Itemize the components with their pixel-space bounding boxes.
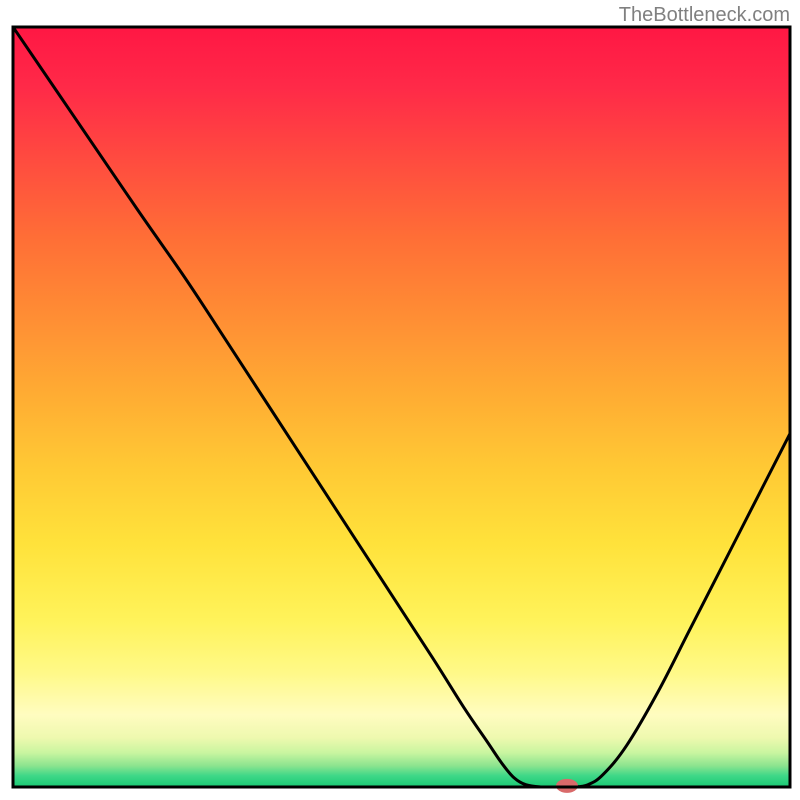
gradient-background — [13, 27, 790, 787]
chart-container: TheBottleneck.com — [0, 0, 800, 800]
bottleneck-chart — [0, 0, 800, 800]
watermark-text: TheBottleneck.com — [619, 4, 790, 27]
